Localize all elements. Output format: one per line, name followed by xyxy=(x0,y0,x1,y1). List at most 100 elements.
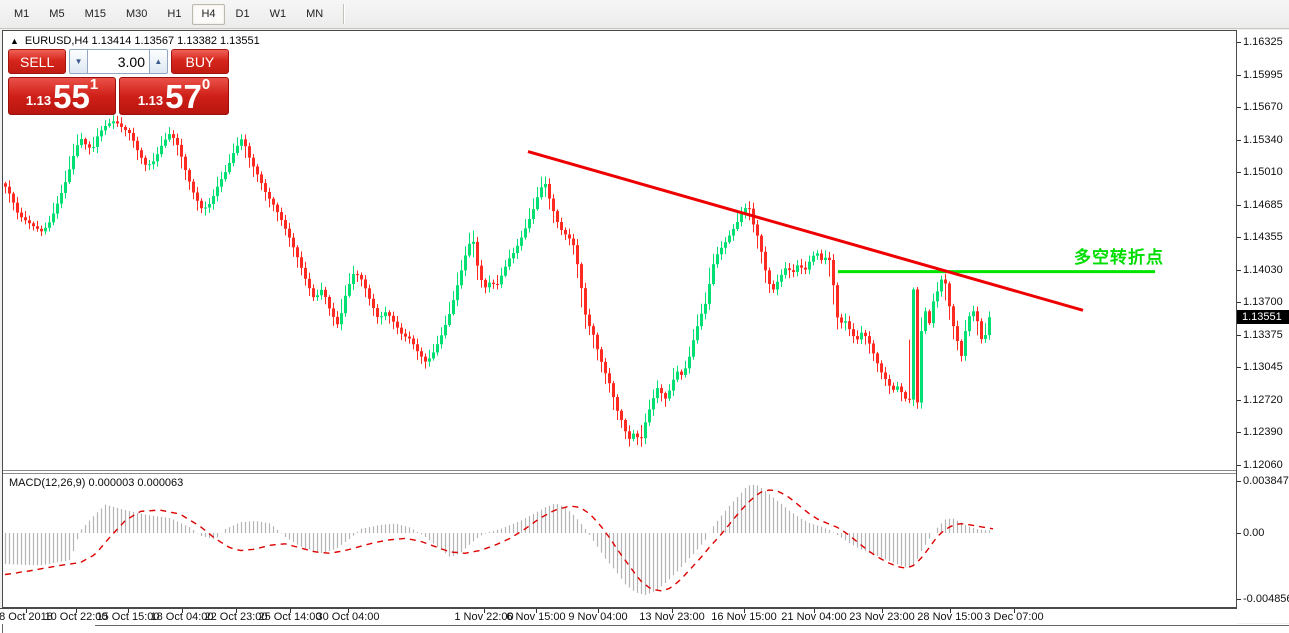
timeframe-button-M5[interactable]: M5 xyxy=(49,7,65,20)
candle-body xyxy=(444,324,447,336)
price-tick-label: 1.16325 xyxy=(1243,36,1283,48)
candle-body xyxy=(948,283,951,307)
candle-body xyxy=(512,253,515,259)
candle-body xyxy=(204,207,207,209)
candle-body xyxy=(656,388,659,399)
candle-body xyxy=(888,379,891,386)
time-tick-mark xyxy=(598,609,599,613)
candle-body xyxy=(624,420,627,432)
candle-body xyxy=(504,266,507,276)
buy-price-tile[interactable]: 1.13 57 0 xyxy=(119,77,229,115)
time-tick-label: 16 Nov 15:00 xyxy=(711,611,777,623)
candle-body xyxy=(476,241,479,266)
candle-body xyxy=(416,344,419,352)
timeframe-button-MN[interactable]: MN xyxy=(306,7,324,20)
time-tick-label: 9 Nov 04:00 xyxy=(568,611,628,623)
candle-body xyxy=(700,313,703,327)
candle-body xyxy=(596,334,599,350)
buy-button[interactable]: BUY xyxy=(170,49,229,74)
candle-body xyxy=(664,393,667,399)
volume-decrease-button[interactable]: ▼ xyxy=(69,49,88,74)
candle-body xyxy=(648,409,651,423)
timeframe-button-H1[interactable]: H1 xyxy=(167,7,182,20)
timeframe-buttons: M1 M5 M15 M30 H1 H4 D1 W1 MN xyxy=(4,3,333,25)
macd-tick-mark xyxy=(1237,481,1241,483)
candle-body xyxy=(496,283,499,285)
time-tick-mark xyxy=(882,609,883,613)
candle-body xyxy=(848,321,851,330)
candle-body xyxy=(380,316,383,318)
candle-body xyxy=(832,260,835,286)
time-tick-label: 23 Nov 23:00 xyxy=(849,611,915,623)
candle-body xyxy=(448,314,451,325)
descending-trendline xyxy=(527,150,1084,312)
candle-body xyxy=(156,154,159,162)
volume-increase-button[interactable]: ▲ xyxy=(149,49,168,74)
price-axis[interactable]: 1.16325 1.15995 1.15670 1.15340 1.15010 1.146… xyxy=(1237,30,1289,623)
time-tick-label: 30 Oct 04:00 xyxy=(316,611,380,623)
candle-body xyxy=(44,227,47,232)
candle-body xyxy=(688,356,691,369)
candle-body xyxy=(864,332,867,337)
macd-signal-line xyxy=(4,489,994,592)
current-price-tag: 1.13551 xyxy=(1237,310,1289,325)
candle-body xyxy=(584,288,587,315)
candle-body xyxy=(660,388,663,394)
candle-body xyxy=(464,255,467,271)
timeframe-button-M30[interactable]: M30 xyxy=(125,7,148,20)
candle-body xyxy=(436,344,439,353)
time-tick-label: 3 Dec 07:00 xyxy=(984,611,1044,623)
sell-price-tile[interactable]: 1.13 55 1 xyxy=(8,77,116,115)
candle-body xyxy=(816,253,819,256)
candle-body xyxy=(792,270,795,272)
candle-body xyxy=(356,274,359,276)
chart-canvas xyxy=(3,115,1236,596)
time-tick-label: 22 Oct 23:00 xyxy=(204,611,268,623)
macd-tick-label: -0.004856 xyxy=(1243,592,1289,605)
candle-body xyxy=(180,144,183,157)
candle-body xyxy=(48,222,51,228)
candle-body xyxy=(640,437,643,439)
chevron-up-icon: ▲ xyxy=(154,57,163,66)
time-tick-label: 10 Oct 22:00 xyxy=(44,611,108,623)
candle-body xyxy=(520,237,523,246)
candle-body xyxy=(488,282,491,288)
candle-body xyxy=(460,270,463,286)
volume-input[interactable] xyxy=(88,49,149,74)
time-tick-label: 6 Nov 15:00 xyxy=(506,611,566,623)
candle-body xyxy=(804,267,807,270)
chevron-down-icon: ▼ xyxy=(74,57,83,66)
sell-button[interactable]: SELL xyxy=(8,49,67,74)
collapse-panel-arrow-icon[interactable]: ▲ xyxy=(10,36,19,46)
price-tick-label: 1.15340 xyxy=(1243,133,1283,146)
candle-body xyxy=(564,229,567,235)
timeframe-button-W1[interactable]: W1 xyxy=(269,7,287,20)
candle-body xyxy=(212,196,215,205)
candle-body xyxy=(420,351,423,357)
candle-body xyxy=(320,289,323,296)
timeframe-button-M1[interactable]: M1 xyxy=(14,7,30,20)
candle-body xyxy=(84,139,87,145)
candle-body xyxy=(384,312,387,317)
time-tick-mark xyxy=(484,609,485,613)
candle-body xyxy=(172,134,175,138)
price-tick-label: 1.12720 xyxy=(1243,393,1283,406)
candle-body xyxy=(152,161,155,165)
candle-body xyxy=(756,224,759,236)
timeframe-button-M15[interactable]: M15 xyxy=(84,7,106,20)
time-tick-label: 25 Oct 14:00 xyxy=(258,611,322,623)
candle-body xyxy=(388,312,391,316)
candle-body xyxy=(716,254,719,265)
candle-body xyxy=(256,166,259,175)
timeframe-button-D1[interactable]: D1 xyxy=(235,7,250,20)
candle-body xyxy=(920,331,923,403)
price-tick-mark xyxy=(1237,302,1241,304)
candle-body xyxy=(192,181,195,193)
candle-body xyxy=(364,279,367,289)
time-tick-mark xyxy=(290,609,291,613)
time-axis[interactable]: 8 Oct 2018 10 Oct 22:00 15 Oct 15:00 18 Oct… xyxy=(0,608,1237,624)
timeframe-button-H4[interactable]: H4 xyxy=(192,3,225,25)
candle-body xyxy=(548,183,551,199)
chart-plot-area[interactable] xyxy=(2,30,1237,608)
candle-body xyxy=(264,183,267,193)
